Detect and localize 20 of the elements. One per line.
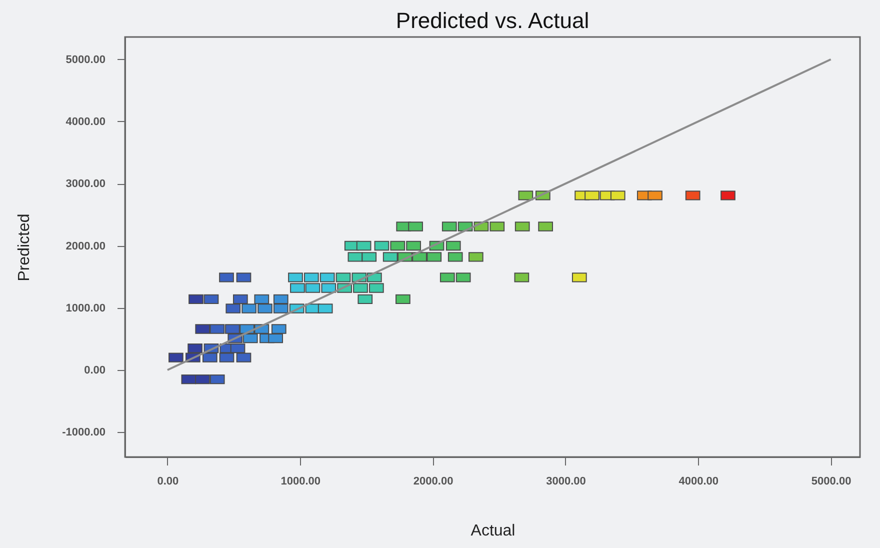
point bbox=[396, 294, 410, 304]
y-tick-label: 5000.00 bbox=[66, 54, 106, 66]
y-axis-title: Predicted bbox=[16, 214, 34, 282]
x-axis-title: Actual bbox=[470, 522, 516, 540]
point bbox=[406, 240, 421, 251]
x-tick-label: 2000.00 bbox=[413, 476, 454, 488]
x-tick-label: 3000.00 bbox=[546, 476, 586, 488]
point bbox=[188, 294, 204, 304]
x-tick-label: 5000.00 bbox=[811, 476, 852, 488]
y-tick-label: -1000.00 bbox=[62, 426, 106, 439]
chart-title: Predicted vs. Actual bbox=[396, 8, 590, 33]
y-tick-label: 2000.00 bbox=[66, 240, 106, 252]
y-tick-label: 4000.00 bbox=[66, 116, 106, 128]
y-tick-label: 3000.00 bbox=[66, 178, 106, 190]
x-tick-label: 0.00 bbox=[157, 476, 179, 488]
x-tick-label: 4000.00 bbox=[678, 476, 719, 488]
x-tick-label: 1000.00 bbox=[280, 476, 321, 488]
y-tick-label: 0.00 bbox=[84, 364, 106, 377]
y-tick-label: 1000.00 bbox=[66, 302, 106, 314]
point bbox=[188, 343, 202, 354]
